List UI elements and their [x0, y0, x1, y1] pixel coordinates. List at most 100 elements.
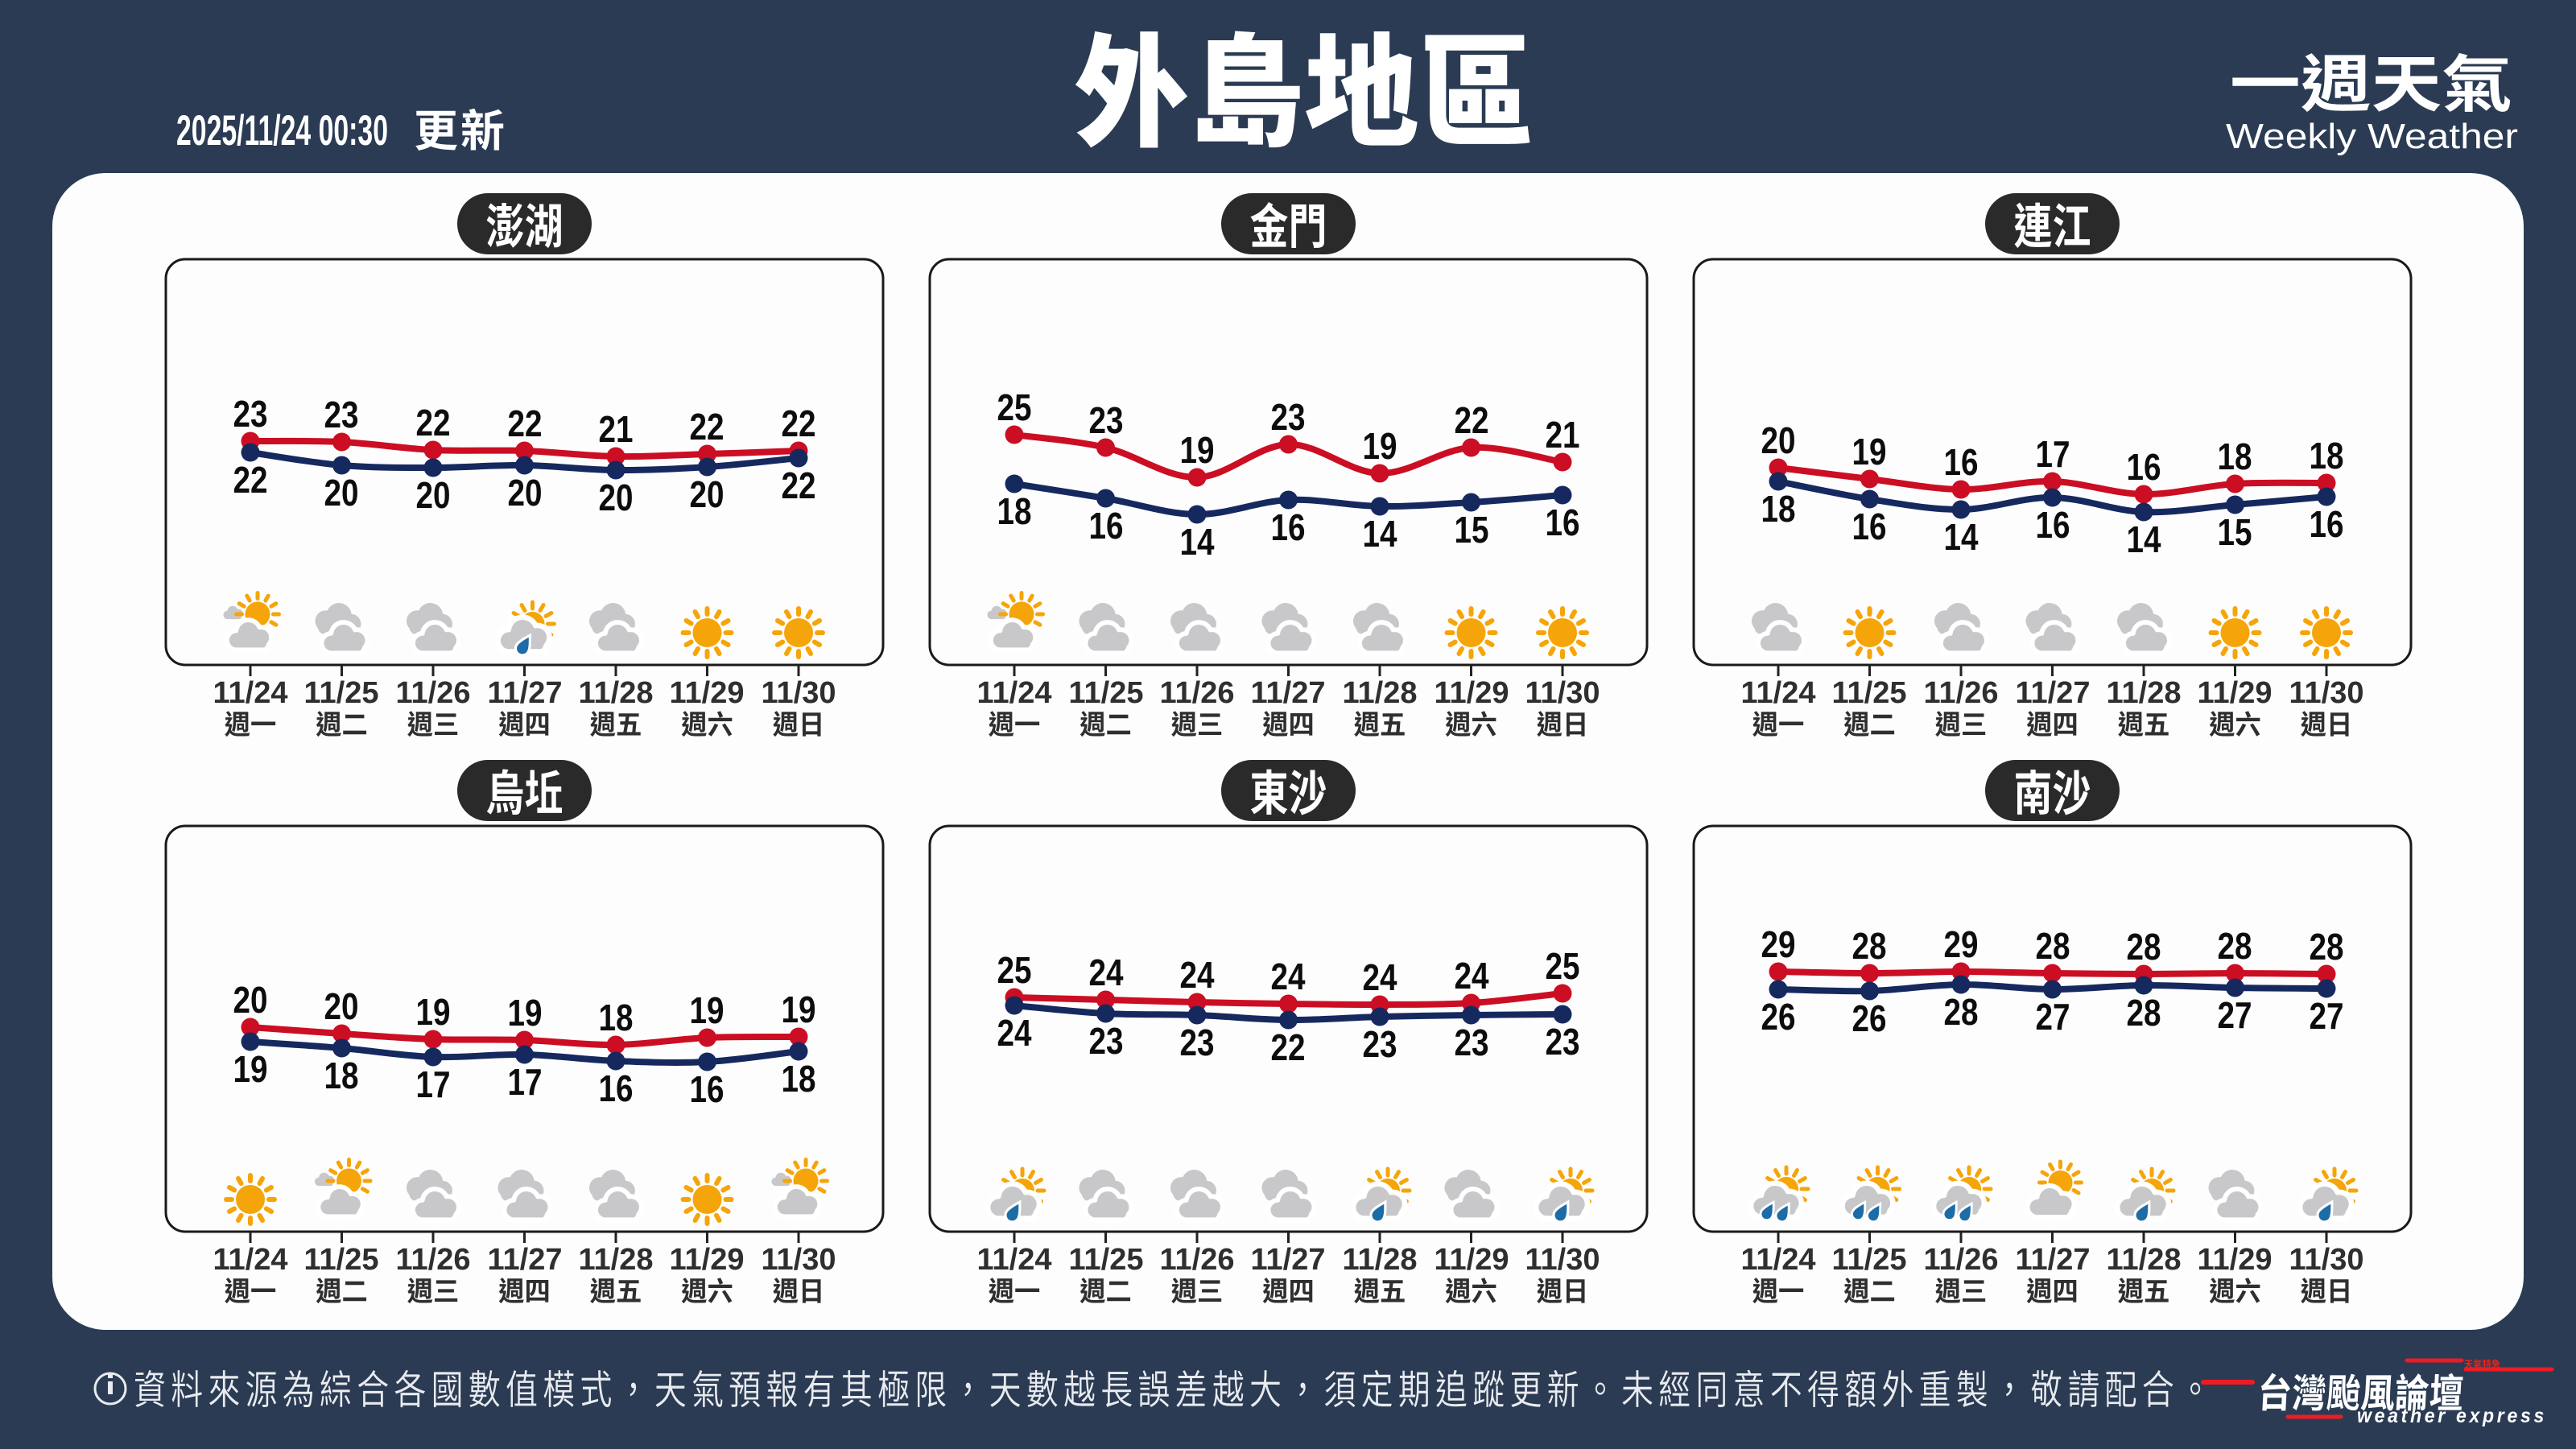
svg-text:11/30: 11/30	[762, 676, 836, 710]
svg-text:19: 19	[690, 989, 724, 1031]
svg-text:29: 29	[1944, 923, 1979, 965]
svg-text:14: 14	[1180, 521, 1215, 563]
svg-text:11/30: 11/30	[1525, 1243, 1600, 1277]
svg-text:23: 23	[1089, 1020, 1124, 1062]
svg-text:11/28: 11/28	[2107, 676, 2182, 710]
svg-text:11/29: 11/29	[2198, 1243, 2273, 1277]
svg-text:11/27: 11/27	[1251, 1243, 1326, 1277]
svg-text:11/24: 11/24	[977, 676, 1052, 710]
svg-text:14: 14	[1363, 513, 1397, 555]
svg-text:20: 20	[324, 985, 359, 1027]
svg-text:16: 16	[2036, 504, 2070, 546]
svg-text:19: 19	[233, 1048, 268, 1090]
svg-text:11/26: 11/26	[396, 676, 471, 710]
svg-text:11/27: 11/27	[1251, 676, 1326, 710]
svg-text:22: 22	[782, 464, 816, 506]
svg-text:11/24: 11/24	[1741, 676, 1816, 710]
svg-text:23: 23	[1271, 396, 1306, 438]
svg-text:11/30: 11/30	[1525, 676, 1600, 710]
svg-text:11/30: 11/30	[762, 1243, 836, 1277]
svg-text:17: 17	[416, 1063, 451, 1105]
svg-text:11/24: 11/24	[1741, 1243, 1816, 1277]
svg-text:29: 29	[1761, 923, 1796, 965]
svg-text:18: 18	[324, 1055, 359, 1096]
svg-text:11/25: 11/25	[1832, 676, 1907, 710]
svg-text:16: 16	[1944, 441, 1979, 483]
svg-text:24: 24	[1180, 954, 1215, 996]
svg-text:20: 20	[690, 473, 724, 515]
svg-text:11/24: 11/24	[213, 676, 288, 710]
svg-text:11/29: 11/29	[2198, 676, 2273, 710]
svg-text:11/25: 11/25	[304, 1243, 379, 1277]
svg-text:11/27: 11/27	[488, 676, 563, 710]
svg-text:11/27: 11/27	[488, 1243, 563, 1277]
svg-text:11/27: 11/27	[2016, 1243, 2091, 1277]
svg-text:24: 24	[1271, 956, 1306, 997]
svg-text:22: 22	[690, 406, 724, 448]
svg-text:11/29: 11/29	[670, 1243, 745, 1277]
svg-text:11/26: 11/26	[396, 1243, 471, 1277]
svg-text:28: 28	[2127, 992, 2161, 1034]
svg-text:18: 18	[782, 1058, 816, 1100]
svg-text:11/28: 11/28	[579, 676, 654, 710]
svg-text:11/26: 11/26	[1160, 1243, 1235, 1277]
svg-text:23: 23	[1180, 1022, 1215, 1063]
svg-text:17: 17	[508, 1061, 543, 1103]
svg-text:18: 18	[2310, 435, 2344, 477]
svg-text:11/24: 11/24	[977, 1243, 1052, 1277]
svg-text:20: 20	[508, 472, 543, 514]
svg-text:20: 20	[416, 474, 451, 516]
svg-text:24: 24	[1455, 955, 1489, 997]
svg-text:11/25: 11/25	[1069, 676, 1144, 710]
svg-text:11/29: 11/29	[1435, 676, 1509, 710]
svg-text:Weekly Weather: Weekly Weather	[2226, 117, 2518, 156]
svg-text:16: 16	[1271, 506, 1306, 548]
svg-text:11/29: 11/29	[1435, 1243, 1509, 1277]
svg-text:11/27: 11/27	[2016, 676, 2091, 710]
svg-text:16: 16	[599, 1067, 634, 1109]
svg-text:16: 16	[2127, 446, 2161, 488]
svg-text:27: 27	[2310, 995, 2344, 1037]
svg-text:11/30: 11/30	[2289, 1243, 2364, 1277]
svg-text:19: 19	[508, 992, 543, 1034]
svg-text:11/28: 11/28	[579, 1243, 654, 1277]
svg-text:28: 28	[2127, 926, 2161, 968]
svg-text:23: 23	[1455, 1022, 1489, 1063]
svg-text:11/28: 11/28	[1343, 1243, 1418, 1277]
svg-text:23: 23	[1089, 399, 1124, 441]
svg-text:28: 28	[1852, 925, 1887, 967]
svg-text:11/25: 11/25	[1832, 1243, 1907, 1277]
svg-text:16: 16	[1546, 502, 1580, 543]
svg-text:16: 16	[690, 1068, 724, 1110]
svg-text:25: 25	[1546, 945, 1580, 987]
svg-text:14: 14	[1944, 516, 1979, 558]
svg-text:15: 15	[1455, 509, 1489, 551]
svg-text:20: 20	[324, 472, 359, 514]
svg-text:19: 19	[416, 991, 451, 1033]
svg-text:11/26: 11/26	[1924, 1243, 1999, 1277]
svg-text:16: 16	[1852, 506, 1887, 547]
svg-text:22: 22	[416, 402, 451, 444]
svg-text:14: 14	[2127, 518, 2161, 560]
svg-text:23: 23	[324, 394, 359, 436]
svg-text:27: 27	[2218, 994, 2252, 1036]
svg-text:26: 26	[1761, 996, 1796, 1038]
svg-text:11/26: 11/26	[1160, 676, 1235, 710]
svg-text:22: 22	[508, 402, 543, 444]
svg-text:20: 20	[599, 477, 634, 518]
svg-text:28: 28	[2218, 925, 2252, 967]
svg-text:25: 25	[997, 949, 1032, 991]
svg-text:18: 18	[997, 490, 1032, 532]
svg-text:19: 19	[1852, 431, 1887, 473]
svg-text:22: 22	[782, 402, 816, 444]
svg-text:18: 18	[1761, 488, 1796, 530]
svg-text:24: 24	[1089, 952, 1124, 993]
svg-text:23: 23	[233, 393, 268, 435]
svg-text:20: 20	[1761, 419, 1796, 461]
svg-text:11/24: 11/24	[213, 1243, 288, 1277]
svg-text:19: 19	[782, 989, 816, 1030]
svg-text:28: 28	[2036, 925, 2070, 967]
svg-text:18: 18	[2218, 436, 2252, 477]
svg-text:11/25: 11/25	[1069, 1243, 1144, 1277]
svg-text:28: 28	[1944, 991, 1979, 1033]
